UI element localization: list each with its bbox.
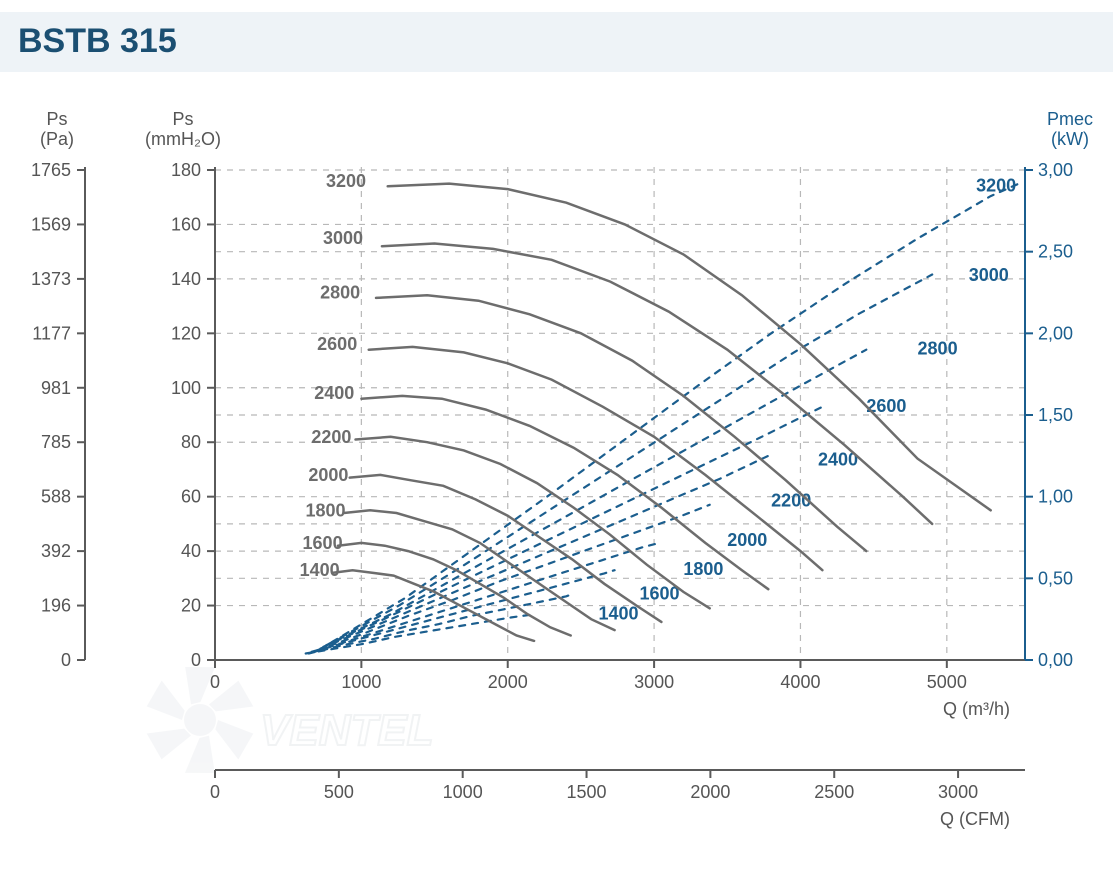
ytick-mmh2o: 140 <box>171 269 201 289</box>
ps-label-3000: 3000 <box>323 228 363 248</box>
page-title: BSTB 315 <box>18 22 177 61</box>
ps-label-1400: 1400 <box>300 560 340 580</box>
xtick-m3h: 4000 <box>780 672 820 692</box>
ytick-pa: 1373 <box>31 269 71 289</box>
ytick-mmh2o: 0 <box>191 650 201 670</box>
x-axis-label-cfm: Q (CFM) <box>940 809 1010 829</box>
ytick-mmh2o: 60 <box>181 487 201 507</box>
ytick-pmec: 2,50 <box>1038 242 1073 262</box>
ytick-mmh2o: 120 <box>171 323 201 343</box>
ytick-pmec: 3,00 <box>1038 160 1073 180</box>
ytick-pmec: 1,50 <box>1038 405 1073 425</box>
xtick-m3h: 0 <box>210 672 220 692</box>
ytick-mmh2o: 20 <box>181 596 201 616</box>
pmec-label-2800: 2800 <box>918 339 958 359</box>
xtick-m3h: 2000 <box>488 672 528 692</box>
xtick-cfm: 3000 <box>938 782 978 802</box>
watermark-icon: VENTEL <box>147 667 434 773</box>
ytick-pa: 1569 <box>31 214 71 234</box>
ps-label-2800: 2800 <box>320 283 360 303</box>
ps-label-2600: 2600 <box>317 334 357 354</box>
ytick-pa: 1765 <box>31 160 71 180</box>
y-axis-label-pmec: Pmec(kW) <box>1047 109 1093 149</box>
ps-curve-3200 <box>388 184 991 511</box>
y-axis-label-mmh2o: Ps(mmH₂O) <box>145 109 221 149</box>
pmec-label-2000: 2000 <box>727 530 767 550</box>
ps-curve-3000 <box>382 244 932 524</box>
pmec-label-3000: 3000 <box>969 265 1009 285</box>
y-axis-label-pa: Ps(Pa) <box>40 109 74 149</box>
ps-label-1600: 1600 <box>303 533 343 553</box>
ytick-pa: 1177 <box>32 323 71 343</box>
xtick-cfm: 2500 <box>814 782 854 802</box>
pmec-curve-2200 <box>318 505 710 650</box>
pmec-curve-1800 <box>312 570 615 652</box>
ytick-pa: 0 <box>61 650 71 670</box>
ps-label-2000: 2000 <box>308 465 348 485</box>
fan-performance-chart: VENTEL0204060801001201401601800196392588… <box>0 0 1113 885</box>
ytick-pa: 588 <box>41 487 71 507</box>
ytick-pa: 196 <box>41 596 71 616</box>
pmec-label-3200: 3200 <box>976 175 1016 195</box>
ytick-pmec: 2,00 <box>1038 323 1073 343</box>
svg-text:VENTEL: VENTEL <box>260 706 434 755</box>
xtick-cfm: 500 <box>324 782 354 802</box>
ps-label-3200: 3200 <box>326 171 366 191</box>
ytick-pa: 392 <box>41 541 71 561</box>
ps-label-2200: 2200 <box>311 427 351 447</box>
pmec-label-1800: 1800 <box>683 559 723 579</box>
ps-label-1800: 1800 <box>305 500 345 520</box>
ytick-pmec: 0,50 <box>1038 568 1073 588</box>
pmec-label-2200: 2200 <box>771 491 811 511</box>
xtick-m3h: 5000 <box>927 672 967 692</box>
xtick-cfm: 2000 <box>690 782 730 802</box>
ytick-pmec: 0,00 <box>1038 650 1073 670</box>
pmec-label-1600: 1600 <box>639 584 679 604</box>
ytick-mmh2o: 160 <box>171 214 201 234</box>
pmec-label-1400: 1400 <box>598 603 638 623</box>
ytick-mmh2o: 100 <box>171 378 201 398</box>
xtick-cfm: 1000 <box>443 782 483 802</box>
ps-label-2400: 2400 <box>314 383 354 403</box>
xtick-cfm: 0 <box>210 782 220 802</box>
ytick-mmh2o: 40 <box>181 541 201 561</box>
ytick-pa: 785 <box>41 432 71 452</box>
pmec-curve-2400 <box>320 456 768 649</box>
xtick-m3h: 3000 <box>634 672 674 692</box>
ytick-mmh2o: 180 <box>171 160 201 180</box>
xtick-cfm: 1500 <box>567 782 607 802</box>
pmec-curve-1400 <box>306 614 534 653</box>
xtick-m3h: 1000 <box>341 672 381 692</box>
ytick-pa: 981 <box>41 378 71 398</box>
ytick-mmh2o: 80 <box>181 432 201 452</box>
ytick-pmec: 1,00 <box>1038 487 1073 507</box>
x-axis-label-m3h: Q (m³/h) <box>943 699 1010 719</box>
